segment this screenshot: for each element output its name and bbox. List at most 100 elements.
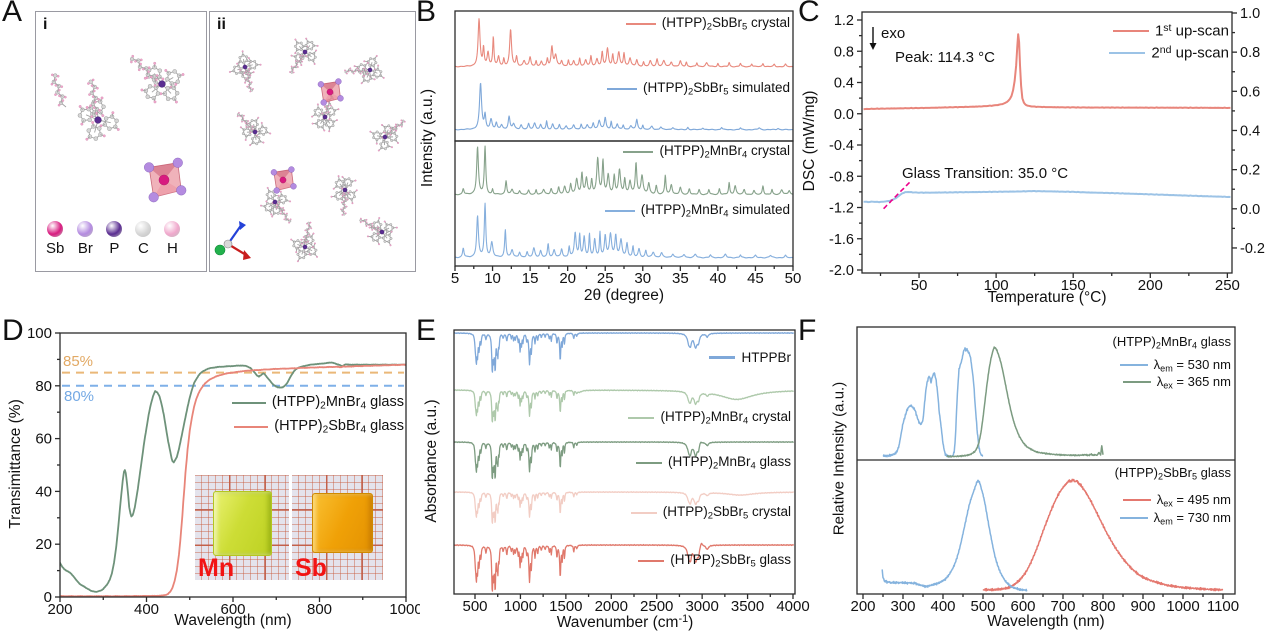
legend-line-swatch	[1112, 29, 1149, 32]
svg-text:50: 50	[911, 277, 928, 294]
svg-text:40: 40	[710, 270, 727, 287]
legend-label: (HTPP)2MnBr4 glass	[667, 454, 791, 472]
atom-symbol: Br	[77, 240, 93, 257]
svg-text:2500: 2500	[640, 598, 673, 615]
svg-text:1000: 1000	[389, 601, 420, 618]
svg-text:600: 600	[1010, 598, 1035, 615]
svg-text:0.8: 0.8	[834, 44, 854, 60]
panel-a-sub-ii-label: ii	[217, 16, 226, 33]
legend-line-swatch	[638, 559, 665, 562]
legend-line-swatch	[628, 416, 655, 419]
legend-label: (HTPP)2SbBr4 glass	[274, 418, 404, 436]
p-atom-icon	[106, 221, 123, 237]
legend-line-swatch	[623, 150, 654, 153]
svg-text:500: 500	[970, 598, 995, 615]
svg-text:2000: 2000	[595, 598, 628, 615]
svg-text:25: 25	[597, 270, 614, 287]
panel-b-label: B	[416, 0, 437, 28]
panel-b-xrd: B 5 10 15 20 25 30 35 40 45 50 Intensity (a.u.) 2…	[415, 0, 815, 315]
panel-e-ftir: E 500 1000 1500 2000 2500 3000 3500 4000 Absorb…	[415, 315, 815, 636]
atom-symbol: C	[137, 240, 149, 257]
svg-text:300: 300	[890, 598, 915, 615]
legend-htppbr: HTPPBr	[709, 350, 791, 365]
svg-text:5: 5	[451, 270, 459, 287]
atom-legend-h: H	[164, 221, 181, 257]
svg-text:0.4: 0.4	[1240, 123, 1260, 139]
svg-text:-0.8: -0.8	[829, 169, 854, 185]
legend-line-swatch	[1109, 51, 1146, 54]
svg-text:0.0: 0.0	[834, 107, 854, 123]
molecular-structure-ii-packing	[214, 37, 406, 263]
legend-ex-495: λex = 495 nm	[1122, 492, 1231, 509]
legend-line-swatch	[709, 356, 736, 359]
panel-a: A i Sb Br P C H ii	[0, 0, 420, 315]
svg-text:1.0: 1.0	[1240, 6, 1260, 22]
legend-em-730: λem = 730 nm	[1119, 510, 1231, 527]
legend-mnbr4-crystal: (HTPP)2MnBr4 crystal	[623, 143, 790, 160]
svg-text:900: 900	[1130, 598, 1155, 615]
panel-f-label: F	[798, 314, 817, 347]
inset-photo-sb-glass: Sb	[292, 475, 383, 580]
svg-text:10: 10	[484, 270, 501, 287]
ref-line-85-label: 85%	[63, 353, 94, 370]
transmittance-chart: 0 20 40 60 80 100 200 400 600 800 1000	[27, 325, 420, 618]
svg-text:80: 80	[35, 378, 52, 395]
svg-text:0.8: 0.8	[1240, 45, 1260, 61]
panel-c-dsc: C 1.2 0.8 0.4 0.0 -0.4 -0.8 -1.2 -1.6 -2.0 1.0 0.8…	[795, 0, 1269, 315]
svg-text:0.2: 0.2	[1240, 163, 1260, 179]
legend-label: (HTPP)2SbBr5 glass	[670, 552, 791, 570]
svg-text:-0.4: -0.4	[829, 138, 854, 154]
svg-text:15: 15	[522, 270, 539, 287]
sb-atom-icon	[47, 221, 64, 237]
legend-label: 2nd up-scan	[1151, 44, 1229, 62]
atom-symbol: Sb	[46, 240, 65, 257]
svg-text:250: 250	[1215, 277, 1240, 294]
mn-sample-label: Mn	[198, 553, 235, 580]
svg-text:40: 40	[35, 483, 52, 500]
exo-annotation: exo	[881, 25, 906, 42]
legend-label: λex = 495 nm	[1156, 492, 1231, 509]
molecular-structure-i	[50, 54, 187, 203]
legend-line-swatch	[234, 425, 269, 428]
legend-label: (HTPP)2MnBr4 crystal	[660, 409, 791, 427]
legend-label: λem = 730 nm	[1153, 510, 1231, 527]
legend-label: (HTPP)2SbBr5 glass	[1114, 465, 1231, 482]
panel-d-x-axis-label: Wavelength (nm)	[174, 612, 292, 629]
svg-text:200: 200	[850, 598, 875, 615]
legend-line-swatch	[1119, 364, 1148, 367]
svg-text:1.2: 1.2	[834, 13, 854, 29]
svg-text:1000: 1000	[1166, 598, 1199, 615]
svg-text:3000: 3000	[685, 598, 718, 615]
h-atom-icon	[164, 221, 181, 237]
legend-title-mnbr4-glass: (HTPP)2MnBr4 glass	[1113, 334, 1232, 350]
legend-label: (HTPP)2MnBr4 glass	[1112, 334, 1232, 351]
legend-label: 1st up-scan	[1154, 22, 1229, 40]
legend-label: (HTPP)2MnBr4 simulated	[640, 202, 790, 220]
svg-text:0.4: 0.4	[834, 76, 854, 92]
peak-annotation: Peak: 114.3 °C	[895, 49, 995, 66]
svg-text:20: 20	[35, 536, 52, 553]
svg-text:0: 0	[44, 589, 52, 606]
atom-symbol: P	[109, 240, 120, 257]
legend-sbbr5-crystal: (HTPP)2SbBr5 crystal	[625, 15, 790, 32]
svg-text:800: 800	[1090, 598, 1115, 615]
svg-text:100: 100	[27, 325, 52, 342]
sb-glass-sample	[312, 493, 373, 553]
legend-sbbr5-glass: (HTPP)2SbBr5 glass	[638, 552, 791, 569]
panel-f-x-axis-label: Wavelength (nm)	[987, 613, 1105, 630]
panel-a-label: A	[2, 0, 23, 28]
svg-text:-1.6: -1.6	[829, 232, 854, 248]
svg-text:1100: 1100	[1207, 598, 1239, 615]
svg-text:1500: 1500	[549, 598, 582, 615]
svg-text:-0.2: -0.2	[1240, 241, 1265, 257]
panel-b-x-axis-label: 2θ (degree)	[583, 287, 665, 304]
panel-f-photoluminescence: F 200 300 400 500 600 700 800 900 1000 1100 Relat…	[795, 315, 1269, 636]
svg-text:100: 100	[984, 277, 1009, 294]
legend-label: (HTPP)2SbBr5 simulated	[642, 80, 790, 98]
legend-mnbr4-glass: (HTPP)2MnBr4 glass	[635, 454, 791, 472]
svg-text:20: 20	[559, 270, 576, 287]
legend-mnbr4-crystal: (HTPP)2MnBr4 crystal	[628, 409, 791, 426]
panel-a-structure-ii-box: ii	[209, 11, 416, 272]
svg-text:700: 700	[1050, 598, 1075, 615]
